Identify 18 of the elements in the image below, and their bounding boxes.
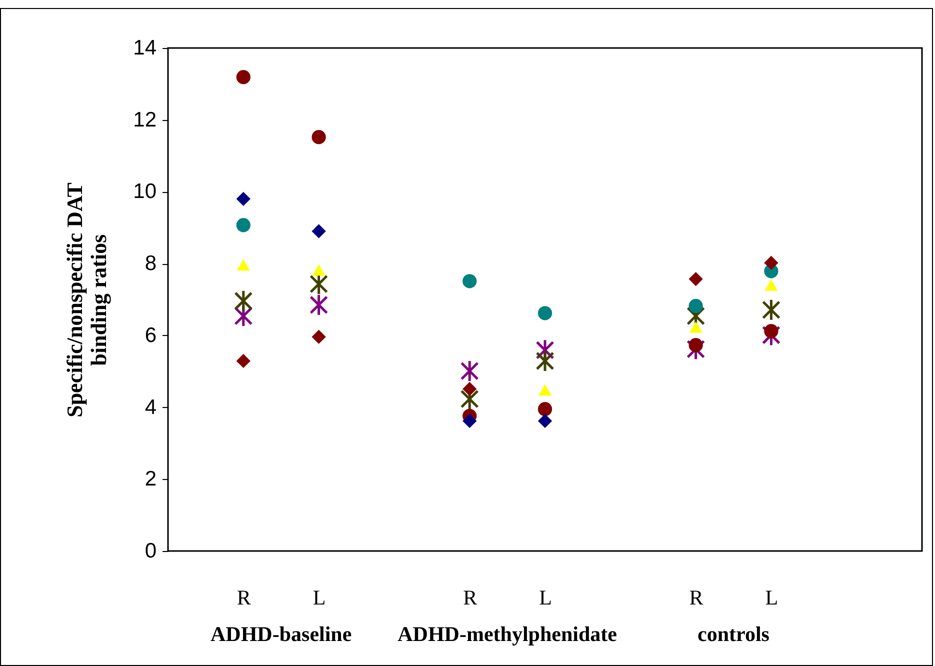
y-tick-label: 0 <box>144 540 156 562</box>
y-tick-label: 12 <box>133 108 156 132</box>
y-tick-label: 14 <box>133 36 157 60</box>
text: ADHD-methylphenidate <box>398 622 617 646</box>
x-tick-label: L <box>765 586 778 610</box>
text: ADHD-baseline <box>210 622 352 646</box>
x-tick-label: R <box>236 586 251 610</box>
y-tick-label: 10 <box>133 180 156 204</box>
x-tick-label: L <box>312 586 326 610</box>
x-tick-label: R <box>689 586 704 610</box>
y-tick-label: 8 <box>144 252 156 276</box>
y-tick-label: 2 <box>144 468 156 491</box>
y-tick-label: 4 <box>144 396 157 419</box>
y-axis-title: Specific/nonspecific DAT binding ratios <box>62 182 112 418</box>
x-tick-label: R <box>463 586 478 610</box>
y-tick-label: 6 <box>144 324 156 347</box>
text: controls <box>698 622 770 646</box>
x-tick-label: L <box>539 586 552 610</box>
